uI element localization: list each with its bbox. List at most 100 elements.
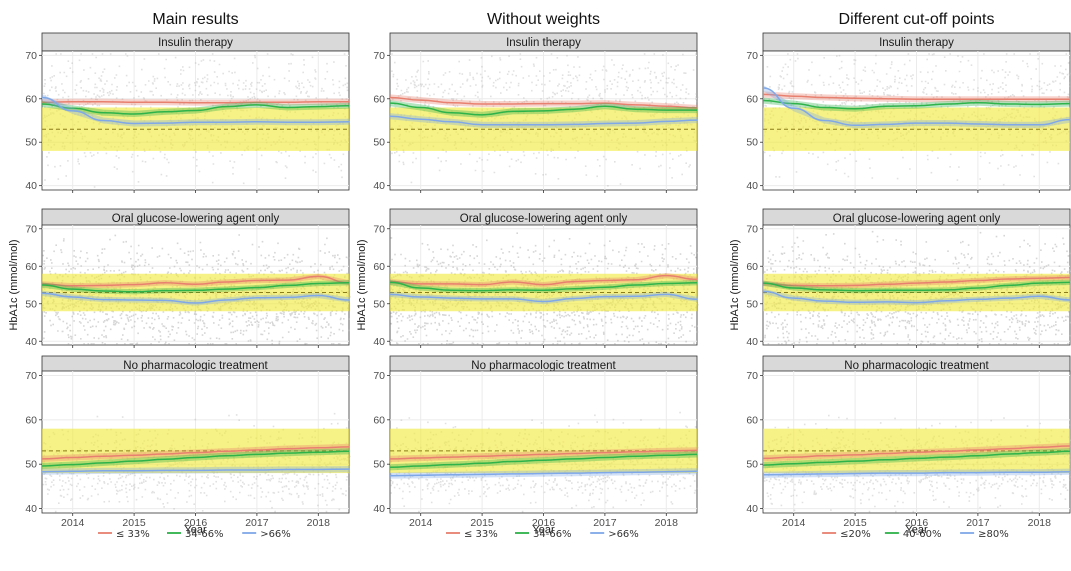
legend-label: ≤20% <box>840 529 871 540</box>
strip-label: Insulin therapy <box>879 37 954 49</box>
strip-label: No pharmacologic treatment <box>471 360 616 372</box>
strip-label: Insulin therapy <box>506 37 581 49</box>
x-tick-label: 2016 <box>532 517 556 529</box>
x-tick-label: 2018 <box>1028 517 1052 529</box>
y-tick-label: 60 <box>746 414 758 426</box>
y-tick-label: 50 <box>746 298 758 310</box>
panel-2: Oral glucose-lowering agent only 40 50 60 70 <box>746 208 1071 348</box>
y-tick-label: 70 <box>373 50 385 62</box>
y-tick-label: 60 <box>373 414 385 426</box>
y-tick-label: 60 <box>373 93 385 105</box>
x-tick-label: 2015 <box>122 517 146 529</box>
legend-label: >66% <box>608 529 639 540</box>
panel-1: Insulin therapy 40 50 60 70 <box>746 32 1071 193</box>
x-tick-label: 2017 <box>593 517 617 529</box>
x-tick-label: 2018 <box>307 517 331 529</box>
series-line <box>389 115 698 126</box>
series-line <box>41 446 350 460</box>
series-line <box>389 274 698 286</box>
column-3: Different cut-off points Insulin therapy 4… <box>729 11 1071 540</box>
y-tick-label: 70 <box>25 50 37 62</box>
series-line <box>41 101 349 104</box>
series-line <box>41 292 350 304</box>
series-line <box>762 276 1071 287</box>
y-tick-label: 50 <box>373 137 385 149</box>
legend-label: >66% <box>260 529 291 540</box>
series-line <box>389 102 697 116</box>
series-ribbon <box>763 84 1070 129</box>
series-line <box>389 281 698 292</box>
y-tick-label: 40 <box>746 503 758 515</box>
series-line <box>762 290 1071 304</box>
column-title: Without weights <box>487 11 600 28</box>
series-ribbon <box>390 291 697 305</box>
panel-3: No pharmacologic treatment 40 50 60 70 2014 20… <box>25 355 351 536</box>
x-tick-label: 2017 <box>966 517 990 529</box>
series-line <box>41 103 350 115</box>
series-line <box>762 93 1070 100</box>
series-line <box>762 470 1071 476</box>
series-line <box>41 96 350 125</box>
series-line <box>389 449 698 460</box>
column-title: Main results <box>152 11 238 28</box>
panel-3: No pharmacologic treatment 40 50 60 70 2014 20… <box>373 355 699 536</box>
y-tick-label: 60 <box>746 93 758 105</box>
strip-label: No pharmacologic treatment <box>844 360 989 372</box>
y-tick-label: 50 <box>746 137 758 149</box>
x-tick-label: 2014 <box>61 517 85 529</box>
y-tick-label: 60 <box>25 414 37 426</box>
panel-3: No pharmacologic treatment 40 50 60 70 2014 20… <box>746 355 1071 536</box>
panel-2: Oral glucose-lowering agent only 40 50 60 70 <box>25 208 351 348</box>
y-tick-label: 70 <box>373 223 385 235</box>
y-axis-title: HbA1c (mmol/mol) <box>729 239 741 330</box>
y-axis-title: HbA1c (mmol/mol) <box>8 239 20 330</box>
strip-label: Insulin therapy <box>158 37 233 49</box>
panel-1: Insulin therapy 40 50 60 70 <box>373 32 699 193</box>
y-tick-label: 70 <box>373 370 385 382</box>
data-points-cloud <box>390 232 699 345</box>
series-ribbon <box>42 94 349 127</box>
legend: ≤ 33% 34-66% >66% <box>98 529 291 540</box>
legend: ≤ 33% 34-66% >66% <box>446 529 639 540</box>
legend: ≤20% 40-60% ≥80% <box>822 529 1009 540</box>
series-line <box>762 99 1071 110</box>
y-tick-label: 40 <box>373 336 385 348</box>
legend-label: ≥80% <box>978 529 1009 540</box>
y-tick-label: 50 <box>25 137 37 149</box>
series-line <box>762 87 1071 127</box>
series-line <box>762 445 1071 460</box>
y-tick-label: 70 <box>746 223 758 235</box>
y-axis-title: HbA1c (mmol/mol) <box>356 239 368 330</box>
data-points <box>390 232 699 345</box>
y-tick-label: 70 <box>25 370 37 382</box>
y-tick-label: 50 <box>746 459 758 471</box>
legend-label: ≤ 33% <box>116 529 150 540</box>
strip-label: Oral glucose-lowering agent only <box>112 213 280 225</box>
y-tick-label: 60 <box>373 261 385 273</box>
y-tick-label: 50 <box>373 298 385 310</box>
x-tick-label: 2015 <box>843 517 867 529</box>
series-ribbon <box>390 113 697 128</box>
y-tick-label: 40 <box>746 336 758 348</box>
x-axis-title: Year <box>905 524 928 536</box>
panel-2: Oral glucose-lowering agent only 40 50 60 70 <box>373 208 699 348</box>
y-tick-label: 60 <box>25 93 37 105</box>
strip-label: Oral glucose-lowering agent only <box>833 213 1001 225</box>
y-tick-label: 40 <box>25 503 37 515</box>
series-line <box>41 468 350 473</box>
y-tick-label: 50 <box>25 298 37 310</box>
x-axis-title: Year <box>184 524 207 536</box>
series-line <box>41 450 350 467</box>
y-tick-label: 40 <box>373 180 385 192</box>
y-tick-label: 70 <box>25 223 37 235</box>
panel-1: Insulin therapy 40 50 60 70 <box>25 32 351 193</box>
column-title: Different cut-off points <box>839 11 995 28</box>
y-tick-label: 70 <box>746 370 758 382</box>
x-tick-label: 2016 <box>184 517 208 529</box>
series-line <box>389 453 698 469</box>
series-line <box>389 96 698 109</box>
legend-label: ≤ 33% <box>464 529 498 540</box>
legend-label: 34-66% <box>185 529 224 540</box>
